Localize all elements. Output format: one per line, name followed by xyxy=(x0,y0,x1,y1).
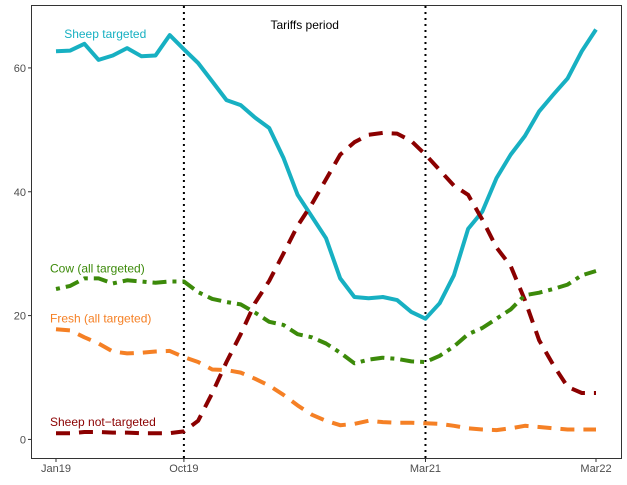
series-line-fresh-all-targeted xyxy=(55,327,596,433)
x-tick-label: Mar21 xyxy=(410,463,441,475)
series-label: Fresh (all targeted) xyxy=(50,312,151,326)
y-tick-label: 60 xyxy=(14,63,26,75)
series-label: Sheep targeted xyxy=(64,27,146,41)
series-line-cow-all-targeted xyxy=(55,269,597,366)
x-tick-label: Oct19 xyxy=(169,463,198,475)
series-label: Sheep not−targeted xyxy=(50,415,156,429)
y-tick-label: 40 xyxy=(14,187,26,199)
y-tick-label: 20 xyxy=(14,311,26,323)
x-tick-label: Jan19 xyxy=(41,463,71,475)
x-axis: Jan19 Oct19 Mar21 Mar22 xyxy=(41,458,612,475)
y-axis: 0 20 40 60 xyxy=(14,63,32,446)
series-label: Cow (all targeted) xyxy=(50,262,145,276)
series-line-sheep-targeted xyxy=(55,28,598,321)
series-lines xyxy=(55,28,598,436)
tariffs-period-label: Tariffs period xyxy=(270,18,338,32)
series-labels: Sheep targeted Cow (all targeted) Fresh (a… xyxy=(50,27,156,429)
x-tick-label: Mar22 xyxy=(580,463,611,475)
series-line-sheep-not-targeted xyxy=(56,130,596,436)
plot-panel-border xyxy=(31,5,622,459)
y-tick-label: 0 xyxy=(20,434,26,446)
